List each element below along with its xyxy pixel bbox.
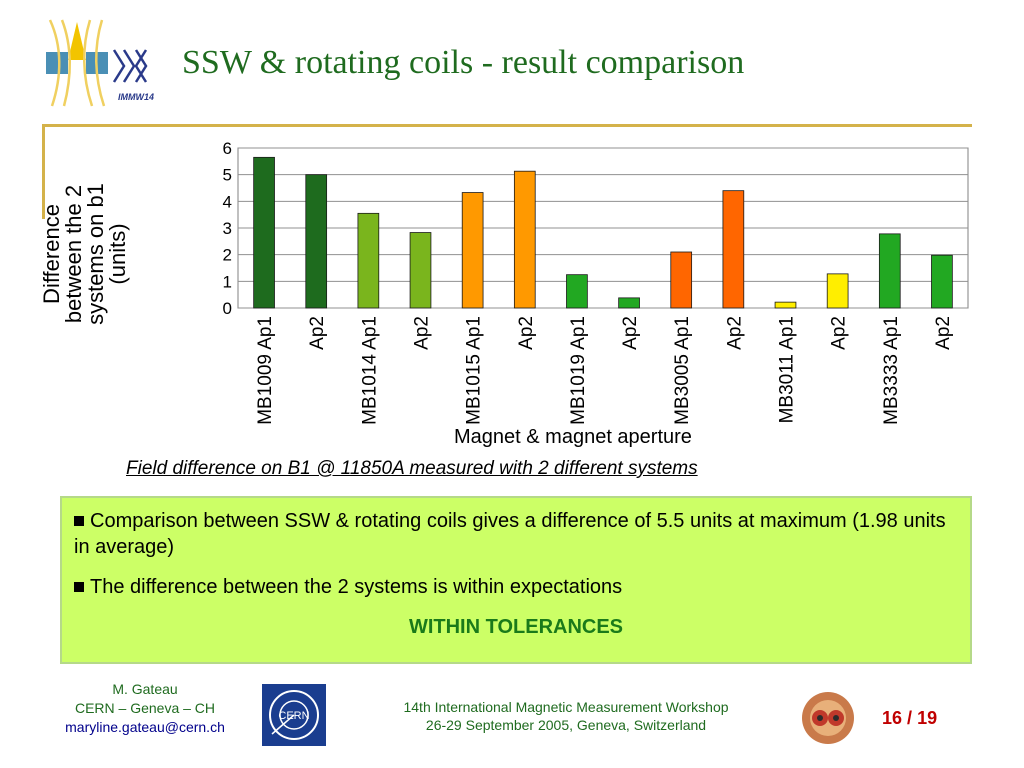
logo-chevrons xyxy=(112,49,148,83)
y-tick-label: 3 xyxy=(223,219,232,238)
bar xyxy=(357,212,380,309)
summary-bullet-2: The difference between the 2 systems is … xyxy=(74,574,958,600)
bar xyxy=(774,301,797,309)
x-tick-label: MB1015 Ap1 xyxy=(464,316,485,425)
author-affiliation: CERN – Geneva – CH xyxy=(74,700,216,716)
bar xyxy=(878,233,901,309)
logo-triangle xyxy=(68,22,86,60)
bar xyxy=(253,156,275,309)
x-tick-label: MB1019 Ap1 xyxy=(568,316,589,425)
x-tick-label: Ap2 xyxy=(307,316,328,350)
conference-logo: IMMW14 xyxy=(46,19,154,107)
x-tick-label: Ap2 xyxy=(933,316,954,350)
bar-chart: 0 1 2 3 4 5 6 MB1009 Ap1 Ap2 MB1014 Ap1 Ap2 MB1015 … xyxy=(223,139,969,425)
bar xyxy=(305,174,328,309)
page-current: 16 xyxy=(882,708,903,728)
x-tick-label: Ap2 xyxy=(412,316,433,350)
x-tick-label: Ap2 xyxy=(724,316,745,350)
author-name: M. Gateau xyxy=(112,681,178,697)
logo-square-left xyxy=(46,52,68,74)
footer-author-block: M. Gateau CERN – Geneva – CH maryline.ga… xyxy=(40,680,250,737)
logo-text: IMMW14 xyxy=(118,92,154,102)
y-tick-label: 0 xyxy=(223,299,232,318)
summary-bullet-1: Comparison between SSW & rotating coils … xyxy=(74,508,958,560)
conference-line-1: 14th International Magnetic Measurement … xyxy=(403,699,729,715)
footer-conference: 14th International Magnetic Measurement … xyxy=(354,698,778,734)
y-tick-label: 6 xyxy=(223,139,232,158)
x-tick-label: MB1014 Ap1 xyxy=(359,316,380,425)
chart-caption: Field difference on B1 @ 11850A measured… xyxy=(126,458,698,479)
x-tick-label: MB3333 Ap1 xyxy=(881,316,902,425)
bar xyxy=(722,190,745,309)
x-tick-label: MB3005 Ap1 xyxy=(672,316,693,425)
x-axis-title: Magnet & magnet aperture xyxy=(454,426,692,448)
bar xyxy=(931,254,953,309)
x-tick-label: Ap2 xyxy=(620,316,641,350)
y-tick-label: 1 xyxy=(223,272,232,291)
author-email-link[interactable]: maryline.gateau@cern.ch xyxy=(65,719,225,735)
cern-logo-text: CERN xyxy=(278,710,309,722)
bar xyxy=(670,251,693,309)
bar xyxy=(409,232,432,309)
x-tick-label: MB1009 Ap1 xyxy=(255,316,276,425)
y-tick-label: 5 xyxy=(223,166,232,185)
y-tick-label: 2 xyxy=(223,246,232,265)
page-separator: / xyxy=(907,708,913,728)
bar xyxy=(513,170,536,309)
bar xyxy=(461,192,484,309)
conclusion-text: WITHIN TOLERANCES xyxy=(408,616,624,638)
square-bullet-icon xyxy=(74,582,84,592)
bar xyxy=(566,274,588,309)
cern-logo: CERN xyxy=(262,684,326,746)
bar xyxy=(826,273,849,309)
page-total: 19 xyxy=(917,708,938,728)
slide-title: SSW & rotating coils - result comparison xyxy=(182,44,745,81)
title-rule xyxy=(44,124,972,127)
page-number: 16 / 19 xyxy=(882,708,937,729)
bar xyxy=(618,297,640,309)
square-bullet-icon xyxy=(74,516,84,526)
y-axis-label: Difference between the 2 systems on b1 (… xyxy=(39,183,130,325)
lhc-logo xyxy=(802,692,854,744)
summary-box: Comparison between SSW & rotating coils … xyxy=(60,496,972,664)
conference-line-2: 26-29 September 2005, Geneva, Switzerlan… xyxy=(425,717,707,733)
left-rule xyxy=(42,124,45,219)
x-tick-label: MB3011 Ap1 xyxy=(777,316,798,423)
y-axis-label-box: Difference between the 2 systems on b1 (… xyxy=(39,140,130,325)
x-tick-label: Ap2 xyxy=(829,316,850,350)
x-tick-label: Ap2 xyxy=(516,316,537,350)
logo-curves xyxy=(48,19,106,107)
summary-bullet-2-text: The difference between the 2 systems is … xyxy=(90,576,623,598)
y-tick-label: 4 xyxy=(223,192,232,211)
summary-bullet-1-text: Comparison between SSW & rotating coils … xyxy=(74,510,946,558)
